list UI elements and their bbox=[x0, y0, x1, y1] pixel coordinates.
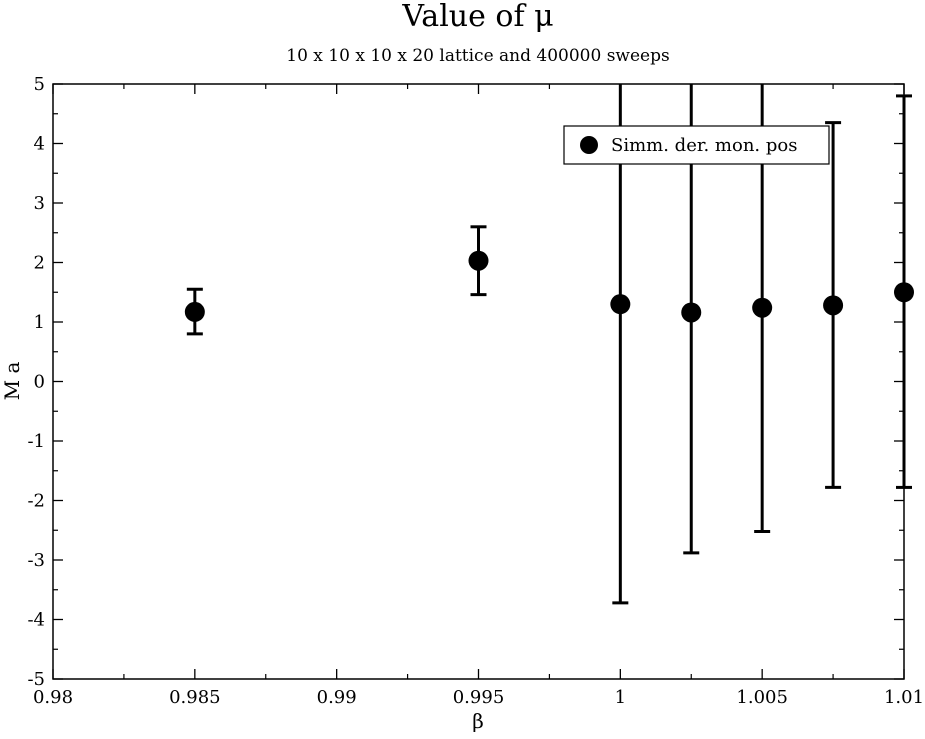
x-tick-label: 0.995 bbox=[453, 687, 505, 708]
y-tick-label: -1 bbox=[27, 431, 45, 452]
y-tick-label: 3 bbox=[34, 193, 45, 214]
y-tick-label: -3 bbox=[27, 550, 45, 571]
y-tick-label: -5 bbox=[27, 669, 45, 690]
x-axis-label: β bbox=[472, 709, 484, 733]
x-tick-label: 0.99 bbox=[317, 687, 357, 708]
y-tick-label: 2 bbox=[34, 253, 45, 274]
y-tick-label: -4 bbox=[27, 610, 45, 631]
x-axis: 0.98 0.985 0.99 0.995 1 1.005 1.01 bbox=[33, 84, 924, 708]
chart-title: Value of μ bbox=[401, 0, 553, 34]
y-axis-label: M a bbox=[0, 362, 24, 401]
data-point bbox=[894, 282, 914, 303]
y-tick-label: -2 bbox=[27, 491, 45, 512]
x-tick-label: 1.005 bbox=[736, 687, 788, 708]
legend-marker bbox=[580, 136, 598, 154]
data-point bbox=[823, 295, 844, 316]
data-point bbox=[752, 297, 773, 318]
chart-subtitle: 10 x 10 x 10 x 20 lattice and 400000 swe… bbox=[286, 46, 669, 66]
legend-label: Simm. der. mon. pos bbox=[611, 135, 797, 156]
data-point bbox=[468, 250, 489, 271]
y-tick-label: 0 bbox=[34, 372, 45, 393]
data-point bbox=[681, 302, 702, 323]
y-axis: -5 -4 -3 -2 -1 0 1 2 3 4 5 bbox=[27, 74, 904, 690]
x-tick-label: 1.01 bbox=[884, 687, 924, 708]
data-point bbox=[184, 301, 205, 322]
y-tick-label: 1 bbox=[34, 312, 45, 333]
x-tick-label: 0.98 bbox=[33, 687, 73, 708]
plot-frame bbox=[52, 83, 905, 680]
y-tick-label: 4 bbox=[34, 134, 45, 155]
data-point bbox=[610, 294, 631, 315]
x-tick-label: 0.985 bbox=[169, 687, 221, 708]
y-tick-label: 5 bbox=[34, 74, 45, 95]
legend: Simm. der. mon. pos bbox=[563, 125, 830, 165]
legend-box bbox=[563, 125, 830, 165]
x-tick-label: 1 bbox=[615, 687, 626, 708]
